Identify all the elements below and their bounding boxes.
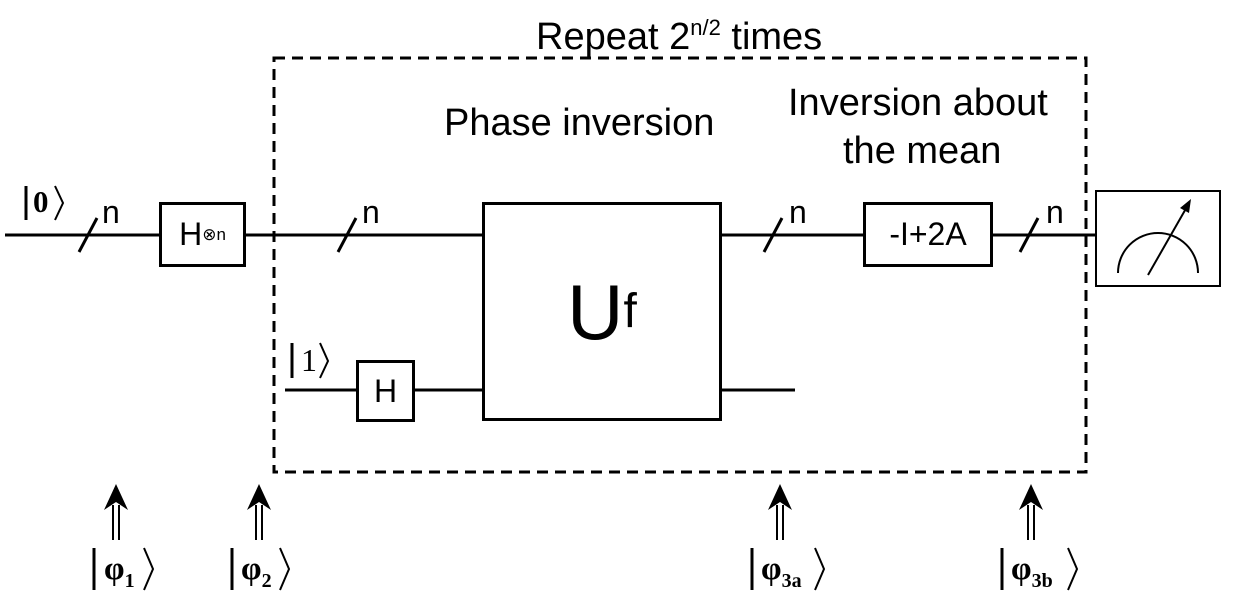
loop-title-exponent: n/2 bbox=[690, 15, 721, 40]
diffusion-gate-label: -I+2A bbox=[889, 216, 967, 252]
inversion-about-mean-line2: the mean bbox=[843, 130, 1002, 172]
hadamard-n-gate: H ⊗n bbox=[159, 202, 246, 267]
input-ket-one: 1 bbox=[301, 342, 317, 378]
state-phi3a-symbol: φ bbox=[761, 551, 782, 587]
ket-phi2-brackets bbox=[230, 547, 291, 591]
inversion-about-mean-line1: Inversion about bbox=[788, 82, 1048, 124]
hadamard-gate-label: H bbox=[373, 372, 398, 409]
state-phi1: φ1 bbox=[104, 549, 135, 601]
ket-phi3b-brackets bbox=[1000, 547, 1079, 591]
state-phi3b-symbol: φ bbox=[1011, 551, 1032, 587]
state-phi3b: φ3b bbox=[1011, 549, 1053, 601]
bus-width-label-4: n bbox=[1046, 194, 1064, 230]
arrow-phi3a bbox=[768, 484, 792, 540]
arrow-phi2 bbox=[247, 484, 271, 540]
bus-slash-3 bbox=[762, 217, 784, 253]
state-phi2: φ2 bbox=[241, 549, 272, 601]
bus-slash-2 bbox=[336, 217, 358, 253]
state-phi3a: φ3a bbox=[761, 549, 802, 601]
input-ket-zero: 0 bbox=[33, 184, 49, 219]
oracle-gate-base: U bbox=[567, 267, 624, 356]
loop-title: Repeat 2n/2 times bbox=[536, 6, 822, 59]
arrow-phi3b bbox=[1019, 484, 1043, 540]
bus-width-label-2: n bbox=[362, 194, 380, 230]
bus-width-label-3: n bbox=[789, 194, 807, 230]
bus-width-label-1: n bbox=[102, 194, 120, 230]
ket-one-brackets bbox=[290, 342, 330, 379]
loop-title-prefix: Repeat 2 bbox=[536, 16, 691, 58]
arrow-phi1 bbox=[104, 484, 128, 540]
state-phi1-subscript: 1 bbox=[124, 570, 135, 592]
ket-phi3a-brackets bbox=[750, 547, 826, 591]
diffusion-gate: -I+2A bbox=[863, 202, 993, 267]
ket-zero-brackets bbox=[24, 185, 65, 221]
hadamard-n-gate-exponent: ⊗n bbox=[202, 224, 226, 244]
hadamard-n-gate-base: H bbox=[179, 216, 203, 252]
state-phi2-subscript: 2 bbox=[261, 570, 272, 592]
meter-arc-icon bbox=[1117, 232, 1199, 274]
bus-slash-1 bbox=[77, 217, 99, 253]
measurement-box bbox=[1095, 190, 1221, 287]
state-phi1-symbol: φ bbox=[104, 551, 125, 587]
state-phi3a-subscript: 3a bbox=[781, 570, 802, 592]
bus-slash-4 bbox=[1018, 217, 1040, 253]
meter-needle-head-icon bbox=[1180, 199, 1191, 213]
meter-needle-icon bbox=[1147, 204, 1189, 276]
state-phi2-symbol: φ bbox=[241, 551, 262, 587]
repeat-loop-box bbox=[272, 56, 1088, 474]
state-phi3b-subscript: 3b bbox=[1031, 570, 1053, 592]
loop-title-suffix: times bbox=[720, 16, 823, 58]
hadamard-gate: H bbox=[356, 360, 415, 422]
ket-phi1-brackets bbox=[92, 547, 155, 591]
oracle-gate-subscript: f bbox=[623, 285, 637, 338]
phase-inversion-label: Phase inversion bbox=[444, 102, 715, 144]
